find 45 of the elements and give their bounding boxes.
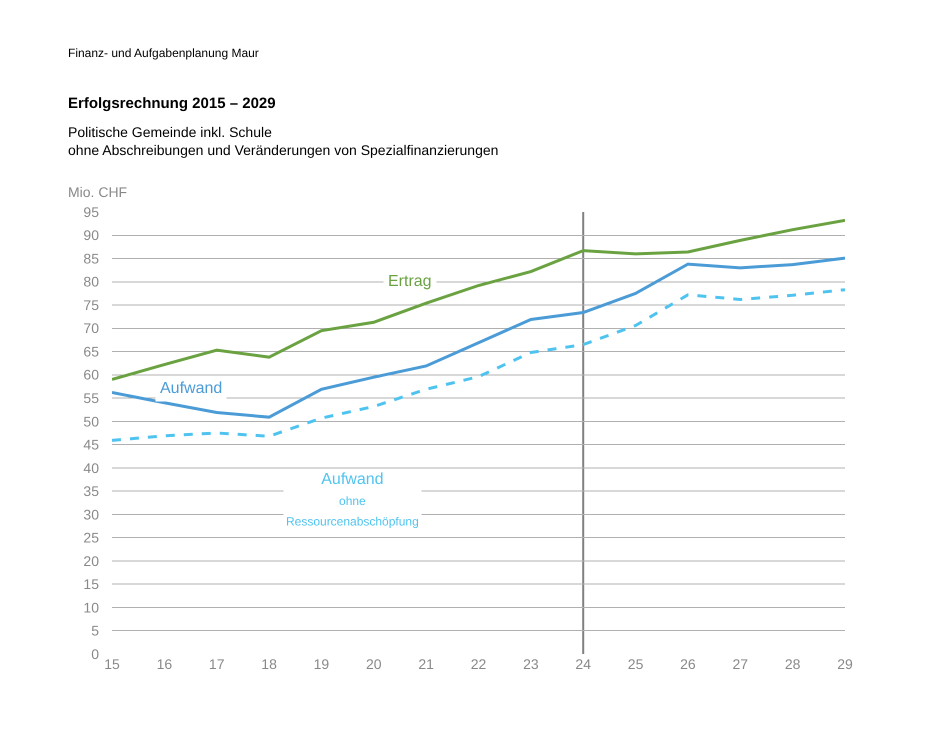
y-tick-label: 60 <box>83 366 100 383</box>
y-tick-label: 70 <box>83 320 100 336</box>
x-tick-label: 26 <box>680 656 696 672</box>
y-tick-label: 25 <box>83 530 100 546</box>
line-series <box>112 288 845 442</box>
y-tick-label: 10 <box>83 599 100 616</box>
y-tick-label: 45 <box>83 436 100 453</box>
x-tick-label: 19 <box>314 656 330 672</box>
y-tick-label: 35 <box>83 483 100 500</box>
y-tick-label: 50 <box>83 413 100 430</box>
x-tick-label: 17 <box>208 656 225 672</box>
y-axis-title: Mio. CHF <box>68 184 128 200</box>
line-series <box>112 256 845 419</box>
series-label: Ertrag <box>388 273 432 290</box>
line-series <box>112 218 845 381</box>
x-tick-label: 29 <box>837 656 853 672</box>
y-tick-label: 85 <box>83 250 100 266</box>
y-tick-label: 95 <box>83 204 100 220</box>
y-tick-label: 30 <box>83 506 100 522</box>
y-tick-label: 40 <box>83 460 100 476</box>
x-tick-label: 18 <box>261 656 278 672</box>
x-tick-label: 24 <box>575 656 592 672</box>
y-tick-label: 5 <box>91 622 100 639</box>
x-tick-label: 20 <box>366 656 382 672</box>
x-tick-label: 28 <box>784 656 801 672</box>
y-tick-label: 90 <box>83 227 100 244</box>
x-tick-label: 27 <box>732 656 748 672</box>
y-tick-label: 65 <box>83 343 100 360</box>
series-label: Aufwand <box>160 380 222 397</box>
x-tick-label: 21 <box>418 656 434 672</box>
chart-subtitle: Politische Gemeinde inkl. Schule ohne Abschreibungen und Veränderungen von Spezialfinanzierungen <box>68 124 498 158</box>
text: Aufwand ohne Ressourcenabschöpfung <box>286 471 419 529</box>
text: Finanz- und Aufgabenplanung Maur <box>68 46 259 60</box>
x-tick-label: 16 <box>156 656 172 672</box>
x-tick-label: 15 <box>104 656 120 672</box>
y-tick-label: 55 <box>83 390 100 406</box>
x-tick-label: 25 <box>628 656 644 672</box>
y-tick-label: 80 <box>83 274 100 290</box>
y-tick-label: 75 <box>83 296 100 313</box>
x-tick-label: 23 <box>523 656 539 672</box>
y-tick-label: 15 <box>83 576 100 592</box>
chart-title: Erfolgsrechnung 2015 – 2029 <box>68 95 276 112</box>
y-tick-label: 0 <box>91 646 100 662</box>
x-tick-label: 22 <box>470 656 486 672</box>
y-tick-label: 20 <box>83 552 100 569</box>
